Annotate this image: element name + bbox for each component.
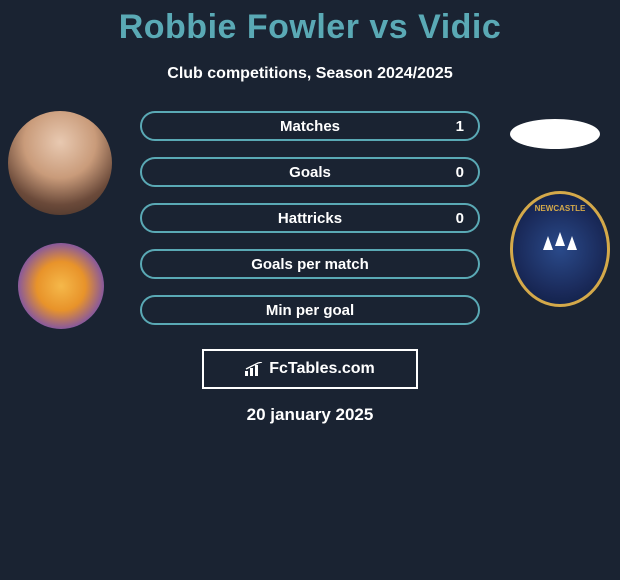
player-right-avatar [510,119,600,149]
date-text: 20 january 2025 [0,405,620,425]
stats-list: Matches 1 Goals 0 Hattricks 0 Goals per … [140,111,480,341]
stat-row-goals-per-match: Goals per match [140,249,480,279]
player-left-avatar [8,111,112,215]
stat-label: Goals [289,164,331,181]
brand-text: FcTables.com [269,360,375,378]
stat-row-goals: Goals 0 [140,157,480,187]
player-right-club-badge: NEWCASTLE [510,191,610,307]
stat-label: Matches [280,118,340,135]
stat-row-min-per-goal: Min per goal [140,295,480,325]
left-player-column [8,111,112,329]
badge-text: NEWCASTLE [535,204,586,213]
stat-row-hattricks: Hattricks 0 [140,203,480,233]
stat-value-right: 0 [456,210,464,227]
page-title: Robbie Fowler vs Vidic [0,8,620,47]
stat-value-right: 1 [456,118,464,135]
brand-box: FcTables.com [202,349,418,389]
subtitle: Club competitions, Season 2024/2025 [0,65,620,83]
bar-chart-icon [245,362,263,376]
jets-icon [543,236,577,250]
player-left-club-badge [18,243,104,329]
stat-row-matches: Matches 1 [140,111,480,141]
comparison-card: Robbie Fowler vs Vidic Club competitions… [0,0,620,425]
main-row: NEWCASTLE Matches 1 Goals 0 Hattricks 0 [0,111,620,341]
stat-label: Min per goal [266,302,354,319]
stat-value-right: 0 [456,164,464,181]
stat-label: Goals per match [251,256,369,273]
right-player-column: NEWCASTLE [510,111,610,307]
stat-label: Hattricks [278,210,342,227]
